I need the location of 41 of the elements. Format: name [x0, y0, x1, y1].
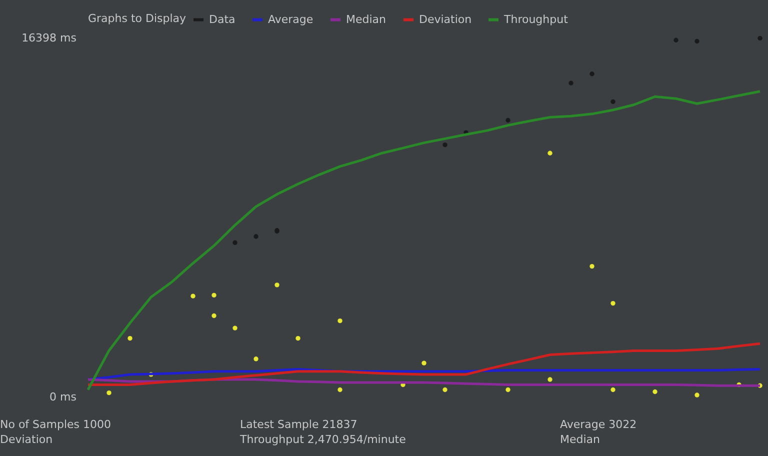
legend-label: Median	[346, 12, 386, 26]
point	[590, 72, 594, 76]
text: No of Samples 1000	[0, 418, 112, 431]
line-series	[86, 342, 762, 386]
point	[442, 142, 448, 148]
text: Median	[560, 433, 600, 446]
point	[254, 234, 258, 239]
text: Throughput 2,470.954/minute	[239, 433, 406, 446]
point	[296, 336, 300, 341]
point	[758, 36, 762, 41]
point	[232, 326, 238, 330]
point	[232, 240, 238, 245]
point	[128, 336, 132, 341]
legend-title: Graphs to Display	[88, 12, 187, 25]
text: Deviation	[0, 433, 53, 446]
point	[694, 38, 700, 44]
y-tick-label: 0 ms	[50, 390, 77, 404]
point	[610, 99, 616, 104]
point	[422, 360, 426, 366]
point	[338, 318, 342, 324]
point	[694, 392, 700, 398]
point	[610, 300, 616, 306]
legend-label: Average	[268, 12, 314, 26]
point	[506, 387, 510, 392]
legend-label: Throughput	[503, 12, 569, 26]
point	[274, 282, 280, 288]
text: Average 3022	[560, 418, 637, 431]
point	[212, 292, 216, 298]
line-series	[86, 90, 762, 392]
point	[442, 387, 448, 392]
point	[652, 389, 658, 394]
point	[190, 294, 196, 298]
point	[106, 390, 112, 396]
point	[548, 377, 552, 382]
point	[590, 264, 594, 269]
text: Latest Sample 21837	[240, 418, 358, 431]
y-tick-label: 16398 ms	[22, 32, 77, 44]
point	[254, 356, 258, 362]
point	[506, 118, 510, 123]
legend-label: Data	[209, 12, 236, 26]
legend-label: Deviation	[419, 12, 472, 26]
